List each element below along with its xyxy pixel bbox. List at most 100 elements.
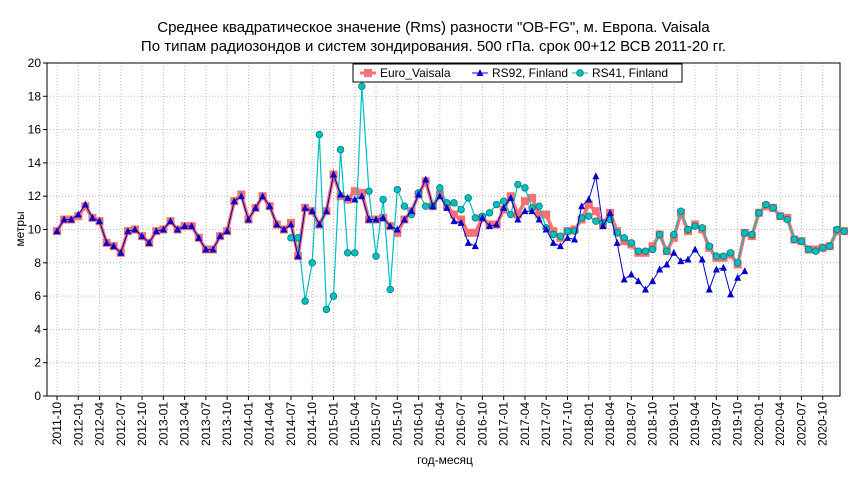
data-point xyxy=(308,259,316,267)
y-tick-label: 8 xyxy=(34,256,41,270)
x-tick-label: 2012-07 xyxy=(114,402,128,446)
data-point xyxy=(485,209,494,217)
y-tick-label: 12 xyxy=(28,189,42,203)
legend-marker xyxy=(476,69,484,76)
x-tick-label: 2017-10 xyxy=(560,402,574,446)
data-point xyxy=(584,200,593,209)
y-tick-label: 16 xyxy=(28,123,42,137)
data-point xyxy=(535,215,543,223)
data-point xyxy=(521,207,529,215)
data-point xyxy=(422,175,430,183)
data-point xyxy=(698,224,706,232)
data-point xyxy=(677,257,685,265)
data-point xyxy=(592,172,600,180)
data-point xyxy=(464,238,472,246)
x-tick-label: 2018-04 xyxy=(603,402,617,446)
y-axis: 0 2 4 6 8 10 12 14 16 18 20 xyxy=(28,56,47,403)
x-tick-label: 2013-07 xyxy=(199,402,213,446)
x-tick-label: 2016-04 xyxy=(433,402,447,446)
data-point xyxy=(393,185,402,194)
data-point xyxy=(273,220,281,228)
x-tick-label: 2012-04 xyxy=(93,402,107,446)
data-point xyxy=(464,228,473,237)
data-point xyxy=(493,220,501,228)
data-point xyxy=(351,249,359,257)
data-point xyxy=(649,277,657,285)
legend-label: RS41, Finland xyxy=(592,66,668,80)
data-point xyxy=(471,214,480,222)
data-point xyxy=(585,212,593,220)
x-tick-label: 2015-01 xyxy=(327,402,341,446)
data-point xyxy=(514,215,522,223)
data-point xyxy=(259,192,267,200)
data-point xyxy=(698,255,706,263)
data-point xyxy=(741,267,749,275)
legend-label: Euro_Vaisala xyxy=(380,66,451,80)
data-point xyxy=(542,225,550,233)
data-point xyxy=(138,232,146,240)
data-point xyxy=(776,212,784,220)
chart-title: Среднее квадратическое значение (Rms) ра… xyxy=(157,19,710,36)
data-point xyxy=(634,247,643,255)
x-tick-label: 2020-04 xyxy=(773,402,787,446)
data-point xyxy=(677,207,685,215)
data-point xyxy=(386,222,394,230)
data-point xyxy=(578,202,586,210)
series-group xyxy=(53,82,848,314)
y-tick-label: 4 xyxy=(34,322,41,336)
x-tick-label: 2019-01 xyxy=(667,402,681,446)
data-point xyxy=(322,207,330,215)
data-point xyxy=(308,207,316,215)
data-point xyxy=(450,210,459,219)
legend-marker xyxy=(576,69,584,77)
x-tick-label: 2011-10 xyxy=(50,402,64,445)
x-tick-label: 2018-10 xyxy=(646,402,660,446)
x-axis: 2011-10 2012-01 2012-04 2012-07 2012-10 2013-… xyxy=(50,396,830,446)
data-point xyxy=(315,130,324,139)
legend-item: RS41, Finland xyxy=(572,66,668,80)
x-tick-label: 2015-04 xyxy=(348,402,362,446)
data-point xyxy=(811,247,820,255)
data-point xyxy=(124,227,132,235)
data-point xyxy=(358,82,366,91)
data-point xyxy=(528,207,536,215)
data-point xyxy=(415,190,423,198)
data-point xyxy=(712,252,721,260)
x-tick-label: 2013-04 xyxy=(178,402,192,446)
data-point xyxy=(457,218,465,226)
data-point xyxy=(131,225,139,233)
data-point xyxy=(252,203,260,211)
series-line xyxy=(55,167,844,269)
chart-subtitle: По типам радиозондов и систем зондирован… xyxy=(140,38,727,55)
data-point xyxy=(620,234,628,242)
data-point xyxy=(606,208,614,216)
data-point xyxy=(145,238,153,246)
x-tick-label: 2013-01 xyxy=(156,402,170,446)
data-point xyxy=(684,225,692,234)
data-point xyxy=(833,225,841,234)
data-point xyxy=(663,247,671,255)
x-tick-label: 2017-01 xyxy=(497,402,511,446)
series-line xyxy=(290,86,845,312)
data-point xyxy=(613,238,621,246)
data-point xyxy=(351,195,359,203)
data-point xyxy=(365,215,373,223)
data-point xyxy=(237,192,245,200)
y-tick-label: 20 xyxy=(28,56,42,70)
x-tick-label: 2015-07 xyxy=(369,402,383,446)
data-point xyxy=(691,222,699,230)
data-point xyxy=(330,170,338,178)
data-point xyxy=(627,239,635,247)
x-tick-label: 2019-04 xyxy=(688,402,702,446)
data-point xyxy=(152,227,160,235)
data-point xyxy=(514,180,522,189)
data-point xyxy=(599,222,607,230)
data-point xyxy=(429,202,437,210)
data-point xyxy=(96,217,104,225)
data-point xyxy=(174,225,182,233)
data-point xyxy=(641,247,650,255)
data-point xyxy=(826,242,834,250)
data-point xyxy=(513,210,522,219)
data-point xyxy=(379,195,387,204)
data-point xyxy=(209,245,217,253)
